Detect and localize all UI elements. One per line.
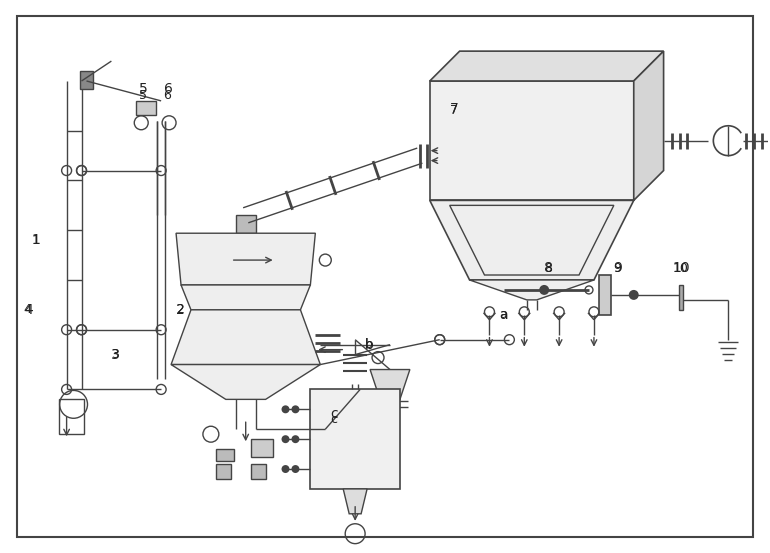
Polygon shape xyxy=(430,51,664,81)
Text: 7: 7 xyxy=(450,102,458,116)
Text: 1: 1 xyxy=(32,234,40,247)
Text: 9: 9 xyxy=(613,262,621,274)
Polygon shape xyxy=(634,51,664,200)
Text: b: b xyxy=(365,338,373,351)
Polygon shape xyxy=(171,364,320,399)
Circle shape xyxy=(292,465,300,473)
Circle shape xyxy=(629,290,639,300)
Circle shape xyxy=(539,285,549,295)
Bar xyxy=(251,464,266,479)
Text: c: c xyxy=(330,408,338,421)
Polygon shape xyxy=(181,285,310,310)
Text: 6: 6 xyxy=(163,90,171,102)
Text: 4: 4 xyxy=(24,304,32,316)
Bar xyxy=(599,275,611,315)
Text: a: a xyxy=(500,309,507,321)
Circle shape xyxy=(292,435,300,443)
Text: 1: 1 xyxy=(32,233,41,247)
Text: b: b xyxy=(365,338,374,352)
Text: 10: 10 xyxy=(672,261,690,275)
Text: 8: 8 xyxy=(544,261,553,275)
Bar xyxy=(236,215,256,233)
Polygon shape xyxy=(370,369,410,399)
Text: 2: 2 xyxy=(176,303,185,317)
Circle shape xyxy=(292,405,300,413)
Bar xyxy=(310,389,400,489)
Polygon shape xyxy=(176,233,316,285)
Bar xyxy=(251,439,273,457)
Bar xyxy=(678,285,684,310)
Polygon shape xyxy=(470,280,594,300)
Text: 5: 5 xyxy=(139,90,147,102)
Circle shape xyxy=(282,435,290,443)
Bar xyxy=(59,399,83,434)
Text: a: a xyxy=(500,308,508,322)
Text: 5: 5 xyxy=(139,82,148,96)
Text: 7: 7 xyxy=(450,105,457,117)
Circle shape xyxy=(282,405,290,413)
Text: 9: 9 xyxy=(613,261,621,275)
Bar xyxy=(216,449,234,461)
Text: 4: 4 xyxy=(24,303,32,317)
Text: 8: 8 xyxy=(544,262,552,274)
Bar xyxy=(216,464,231,479)
Text: 10: 10 xyxy=(672,262,688,274)
Text: 2: 2 xyxy=(176,304,184,316)
Bar xyxy=(79,71,93,89)
Bar xyxy=(136,101,156,115)
Polygon shape xyxy=(171,310,320,364)
Text: 3: 3 xyxy=(112,348,119,361)
Circle shape xyxy=(282,465,290,473)
Polygon shape xyxy=(343,489,367,514)
Polygon shape xyxy=(430,200,634,280)
Bar xyxy=(430,81,634,200)
Text: 3: 3 xyxy=(112,348,120,362)
Text: c: c xyxy=(330,413,337,426)
Text: 6: 6 xyxy=(164,82,173,96)
